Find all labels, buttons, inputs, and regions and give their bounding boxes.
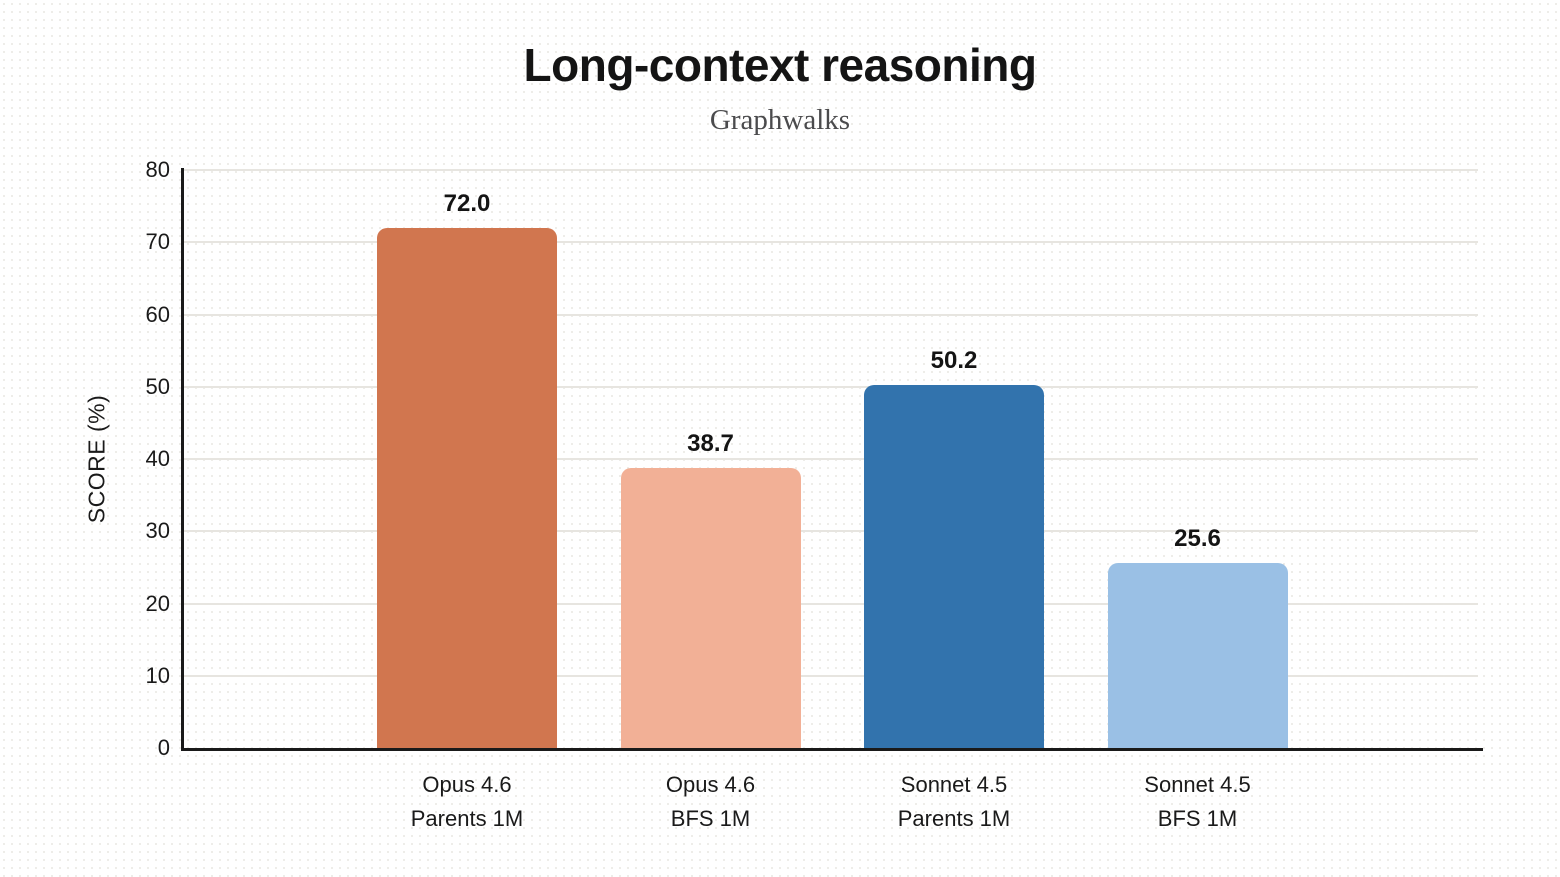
y-tick-label: 20 xyxy=(145,590,170,616)
gridline xyxy=(184,169,1478,171)
bar xyxy=(864,385,1044,748)
gridline xyxy=(184,530,1478,533)
bar xyxy=(1107,563,1288,748)
y-tick-label: 50 xyxy=(145,373,170,399)
x-axis-line xyxy=(181,748,1483,751)
y-tick-label: 60 xyxy=(145,301,170,327)
bar-value-label: 25.6 xyxy=(1174,525,1221,553)
gridline xyxy=(184,674,1478,677)
y-tick-label: 70 xyxy=(145,229,170,255)
x-axis-label: Opus 4.6 BFS 1M xyxy=(581,768,841,836)
bar xyxy=(377,227,557,748)
bar xyxy=(620,468,801,748)
gridline xyxy=(184,385,1478,388)
gridline xyxy=(184,241,1478,244)
y-tick-label: 10 xyxy=(145,662,170,688)
gridline xyxy=(184,602,1478,605)
x-axis-label-line: Opus 4.6 xyxy=(665,772,756,797)
chart-title: Long-context reasoning xyxy=(523,39,1037,91)
x-axis-label-line: Parents 1M xyxy=(410,806,524,831)
y-tick-label: 0 xyxy=(157,735,170,760)
x-axis-label: Sonnet 4.5 BFS 1M xyxy=(1068,768,1328,836)
y-axis-line xyxy=(181,168,184,750)
bar-value-label: 50.2 xyxy=(930,347,978,375)
x-axis-label-line: BFS 1M xyxy=(670,806,751,831)
y-tick-label: 30 xyxy=(145,518,170,544)
y-tick-label: 40 xyxy=(145,446,170,471)
x-axis-label-line: Sonnet 4.5 xyxy=(1144,772,1251,797)
bar-value-label: 38.7 xyxy=(687,430,734,458)
gridline xyxy=(184,458,1478,460)
x-axis-label-line: Parents 1M xyxy=(897,806,1011,831)
x-axis-label: Opus 4.6 Parents 1M xyxy=(337,768,597,836)
x-axis-label: Sonnet 4.5 Parents 1M xyxy=(824,768,1084,836)
x-axis-label-line: Sonnet 4.5 xyxy=(900,772,1008,797)
gridline xyxy=(184,313,1478,316)
bar-value-label: 72.0 xyxy=(443,189,491,217)
x-axis-label-line: Opus 4.6 xyxy=(422,772,512,797)
chart-subtitle: Graphwalks xyxy=(709,104,851,136)
x-axis-label-line: BFS 1M xyxy=(1157,806,1238,831)
y-tick-label: 80 xyxy=(145,157,170,182)
